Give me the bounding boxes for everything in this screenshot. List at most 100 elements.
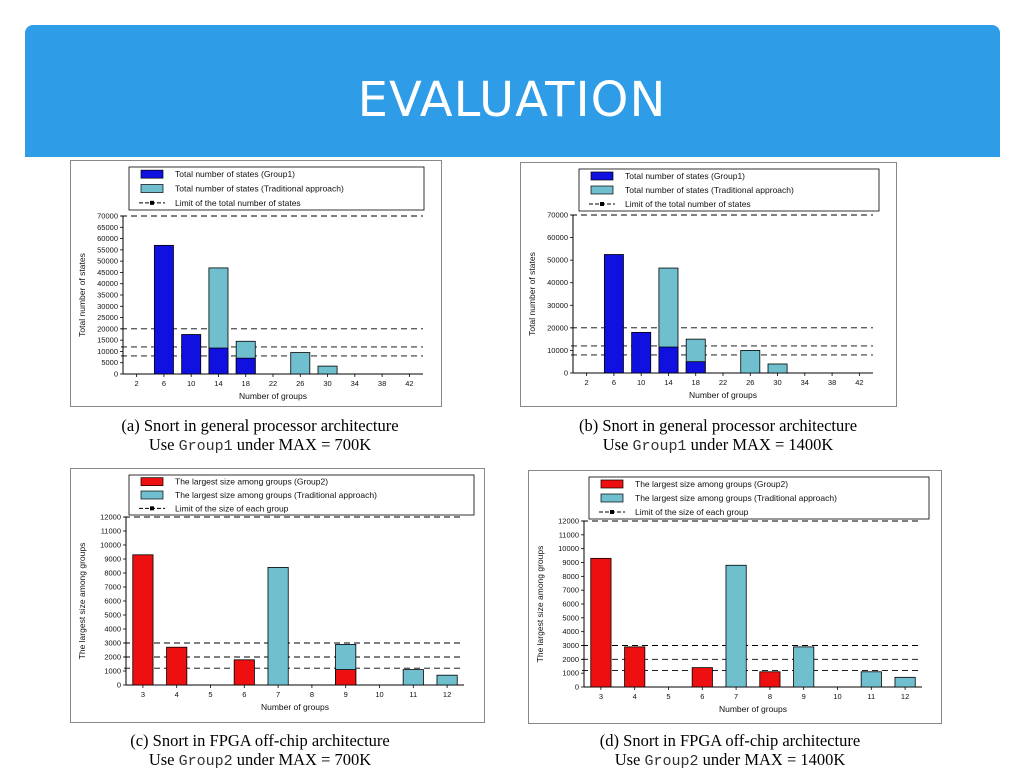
y-tick-label: 5000 bbox=[562, 613, 579, 622]
legend-box bbox=[128, 166, 425, 211]
y-axis-label: The largest size among groups bbox=[535, 546, 545, 663]
x-tick-label: 34 bbox=[801, 378, 809, 387]
x-tick-label: 26 bbox=[746, 378, 754, 387]
x-tick-label: 42 bbox=[405, 379, 413, 388]
x-tick-label: 12 bbox=[443, 690, 451, 699]
y-tick-label: 10000 bbox=[100, 541, 121, 550]
bar-traditional bbox=[894, 676, 916, 688]
bar-traditional bbox=[317, 365, 338, 375]
caption-b-rest: under MAX = 1400K bbox=[690, 435, 834, 454]
caption-c-line2: Use Group2 under MAX = 700K bbox=[40, 750, 480, 771]
y-tick-label: 3000 bbox=[104, 639, 121, 648]
bar-group bbox=[624, 646, 646, 688]
caption-d-line2: Use Group2 under MAX = 1400K bbox=[510, 750, 950, 771]
y-tick-label: 8000 bbox=[104, 569, 121, 578]
y-tick-label: 11000 bbox=[101, 527, 121, 536]
x-tick-label: 38 bbox=[828, 378, 836, 387]
caption-d-line1: (d) Snort in FPGA off-chip architecture bbox=[599, 731, 861, 750]
x-tick-label: 6 bbox=[162, 379, 166, 388]
y-tick-label: 7000 bbox=[562, 586, 579, 595]
x-tick-label: 9 bbox=[344, 690, 348, 699]
x-tick-label: 2 bbox=[135, 379, 139, 388]
chart-c-svg: The largest size among groups (Group2) Th… bbox=[77, 474, 475, 712]
legend-label: Limit of the size of each group bbox=[175, 503, 289, 513]
caption-a-line1: (a) Snort in general processor architect… bbox=[121, 416, 399, 435]
bar-traditional bbox=[793, 646, 815, 688]
x-tick-label: 26 bbox=[296, 379, 304, 388]
y-tick-label: 70000 bbox=[97, 212, 118, 221]
bar-group bbox=[603, 254, 624, 374]
caption-a-group: Group1 bbox=[178, 438, 233, 455]
bar-group bbox=[153, 244, 174, 375]
legend-swatch bbox=[590, 171, 614, 181]
x-axis-label: Number of groups bbox=[689, 390, 757, 400]
y-tick-label: 15000 bbox=[97, 336, 118, 345]
bar-group bbox=[691, 667, 713, 688]
x-tick-label: 6 bbox=[700, 692, 704, 701]
chart-b-svg: Total number of states (Group1) Total num… bbox=[527, 168, 880, 400]
x-tick-label: 8 bbox=[310, 690, 314, 699]
y-tick-label: 35000 bbox=[97, 291, 118, 300]
legend-swatch bbox=[600, 493, 624, 503]
bar-traditional bbox=[290, 352, 311, 375]
y-tick-label: 9000 bbox=[562, 558, 579, 567]
bar-traditional bbox=[436, 674, 458, 686]
legend-swatch bbox=[600, 479, 624, 489]
y-tick-label: 12000 bbox=[100, 513, 121, 522]
x-tick-label: 7 bbox=[734, 692, 738, 701]
bar-group bbox=[590, 557, 612, 688]
chart-panel-c: The largest size among groups (Group2) Th… bbox=[70, 468, 485, 723]
x-tick-label: 2 bbox=[585, 378, 589, 387]
x-tick-label: 6 bbox=[612, 378, 616, 387]
caption-a-use: Use bbox=[148, 435, 175, 454]
y-tick-label: 30000 bbox=[547, 301, 568, 310]
legend-limit-marker bbox=[610, 510, 614, 514]
bar-traditional bbox=[267, 567, 289, 686]
y-tick-label: 50000 bbox=[547, 256, 568, 265]
bar-group bbox=[166, 646, 188, 686]
x-tick-label: 10 bbox=[637, 378, 645, 387]
legend-limit-marker bbox=[150, 506, 154, 511]
caption-c: (c) Snort in FPGA off-chip architecture … bbox=[40, 731, 480, 771]
legend-swatch bbox=[140, 490, 164, 500]
bar-group bbox=[235, 357, 256, 375]
caption-c-rest: under MAX = 700K bbox=[236, 750, 372, 769]
caption-b: (b) Snort in general processor architect… bbox=[498, 416, 938, 456]
y-tick-label: 20000 bbox=[547, 323, 568, 332]
y-tick-label: 5000 bbox=[101, 358, 118, 367]
x-tick-label: 18 bbox=[692, 378, 700, 387]
y-tick-label: 50000 bbox=[97, 257, 118, 266]
x-tick-label: 3 bbox=[599, 692, 603, 701]
y-tick-label: 70000 bbox=[547, 211, 568, 220]
y-tick-label: 10000 bbox=[558, 544, 579, 553]
x-tick-label: 30 bbox=[773, 378, 781, 387]
y-tick-label: 2000 bbox=[104, 653, 121, 662]
legend-label: Total number of states (Group1) bbox=[175, 169, 295, 179]
caption-d: (d) Snort in FPGA off-chip architecture … bbox=[510, 731, 950, 771]
x-tick-label: 5 bbox=[208, 690, 212, 699]
y-tick-label: 7000 bbox=[104, 583, 121, 592]
x-tick-label: 7 bbox=[276, 690, 280, 699]
slide-title: EVALUATION bbox=[357, 72, 667, 128]
legend-swatch bbox=[590, 185, 614, 195]
legend-label: Total number of states (Traditional appr… bbox=[175, 184, 344, 194]
caption-b-use: Use bbox=[602, 435, 629, 454]
legend-label: Limit of the total number of states bbox=[625, 199, 751, 209]
legend-label: Total number of states (Traditional appr… bbox=[625, 185, 794, 195]
y-tick-label: 45000 bbox=[97, 268, 118, 277]
y-tick-label: 0 bbox=[564, 369, 568, 378]
y-axis-label: Total number of states bbox=[77, 253, 87, 337]
x-tick-label: 9 bbox=[802, 692, 806, 701]
bar-group bbox=[208, 347, 229, 375]
y-tick-label: 3000 bbox=[562, 641, 579, 650]
bar-group bbox=[658, 346, 679, 374]
legend-swatch bbox=[140, 184, 164, 193]
legend-swatch bbox=[140, 477, 164, 487]
legend-label: The largest size among groups (Tradition… bbox=[175, 490, 377, 500]
caption-a: (a) Snort in general processor architect… bbox=[40, 416, 480, 456]
chart-a-svg: Total number of states (Group1) Total num… bbox=[77, 166, 425, 401]
x-tick-label: 14 bbox=[214, 379, 222, 388]
x-tick-label: 38 bbox=[378, 379, 386, 388]
legend-label: Total number of states (Group1) bbox=[625, 171, 745, 181]
bar-traditional bbox=[767, 363, 788, 374]
